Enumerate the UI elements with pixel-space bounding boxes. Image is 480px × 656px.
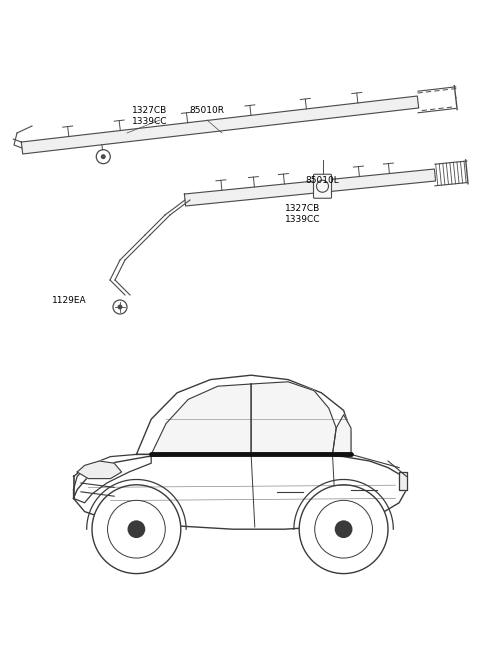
Text: 85010L: 85010L: [305, 176, 339, 185]
Polygon shape: [77, 461, 121, 479]
Text: 1339CC: 1339CC: [285, 215, 321, 224]
Text: 1327CB: 1327CB: [285, 204, 320, 213]
Polygon shape: [333, 415, 351, 455]
Text: 1339CC: 1339CC: [132, 117, 168, 126]
Circle shape: [118, 304, 122, 310]
Circle shape: [335, 520, 352, 538]
FancyBboxPatch shape: [313, 174, 332, 198]
Polygon shape: [21, 96, 419, 154]
Polygon shape: [399, 472, 407, 489]
Polygon shape: [136, 375, 351, 455]
Circle shape: [92, 485, 181, 573]
Polygon shape: [73, 455, 151, 502]
Text: 1327CB: 1327CB: [132, 106, 167, 115]
Polygon shape: [151, 384, 251, 455]
Polygon shape: [251, 382, 336, 455]
Circle shape: [128, 520, 145, 538]
Circle shape: [101, 154, 106, 159]
Polygon shape: [184, 169, 435, 206]
Text: 85010R: 85010R: [189, 106, 224, 115]
Text: 1129EA: 1129EA: [52, 296, 86, 305]
Polygon shape: [73, 455, 407, 529]
Circle shape: [299, 485, 388, 573]
